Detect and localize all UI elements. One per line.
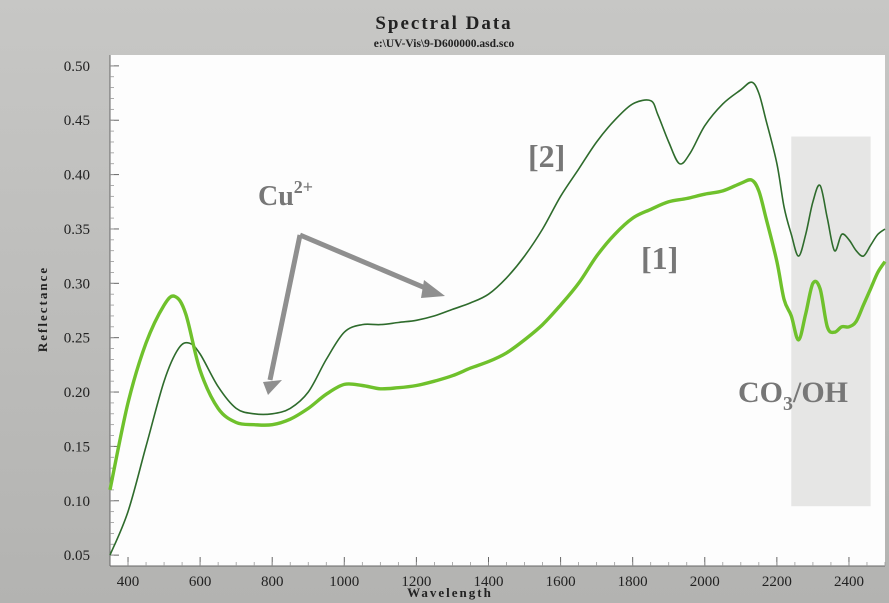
y-tick-label: 0.45 xyxy=(64,113,90,129)
cu-arrow-left xyxy=(267,234,303,381)
series-1-label: [1] xyxy=(641,240,678,276)
cu-label-superscript: 2+ xyxy=(294,177,313,197)
y-tick-label: 0.15 xyxy=(64,439,90,455)
x-tick-label: 1200 xyxy=(401,574,431,590)
y-tick-label: 0.50 xyxy=(64,59,90,75)
co3-oh-label: CO3/OH xyxy=(738,376,848,415)
y-tick-label: 0.25 xyxy=(64,331,90,347)
x-tick-label: 800 xyxy=(261,574,284,590)
x-tick-label: 2200 xyxy=(762,574,792,590)
y-tick-label: 0.35 xyxy=(64,222,90,238)
co3-prefix: CO xyxy=(738,376,783,409)
cu-arrows xyxy=(263,232,445,395)
y-tick-label: 0.10 xyxy=(64,494,90,510)
x-tick-label: 600 xyxy=(189,574,212,590)
co3-subscript: 3 xyxy=(783,393,793,415)
series-group xyxy=(108,81,887,556)
x-tick-label: 2400 xyxy=(834,574,864,590)
chart-title: Spectral Data xyxy=(375,13,512,34)
series-2-line xyxy=(109,81,886,556)
chart-subtitle: e:\UV-Vis\9-D600000.asd.sco xyxy=(374,38,515,50)
y-tick-label: 0.30 xyxy=(64,276,90,292)
series-2-label: [2] xyxy=(528,138,565,174)
x-tick-label: 1400 xyxy=(473,574,503,590)
y-tick-label: 0.05 xyxy=(64,548,90,564)
x-tick-label: 400 xyxy=(117,574,140,590)
x-tick-label: 2000 xyxy=(690,574,720,590)
cu-label-base: Cu xyxy=(258,181,294,212)
cu-arrow-right-head xyxy=(421,280,445,298)
series-1-line xyxy=(108,178,887,491)
y-tick-label: 0.40 xyxy=(64,168,90,184)
y-axis-label: Reflectance xyxy=(35,266,50,352)
x-tick-label: 1000 xyxy=(329,574,359,590)
x-axis-label: Wavelength xyxy=(407,585,493,600)
co3-suffix: /OH xyxy=(792,376,848,409)
x-tick-label: 1600 xyxy=(546,574,576,590)
x-tick-label: 1800 xyxy=(618,574,648,590)
y-tick-label: 0.20 xyxy=(64,385,90,401)
axes: 0.05 0.10 0.15 0.20 0.25 0.30 0.35 0.40 0.45 0.50… xyxy=(64,55,886,590)
plot-area xyxy=(110,55,885,566)
cu-label: Cu2+ xyxy=(258,177,313,212)
cu-arrow-right xyxy=(299,232,431,293)
cu-arrow-left-head xyxy=(263,380,282,395)
